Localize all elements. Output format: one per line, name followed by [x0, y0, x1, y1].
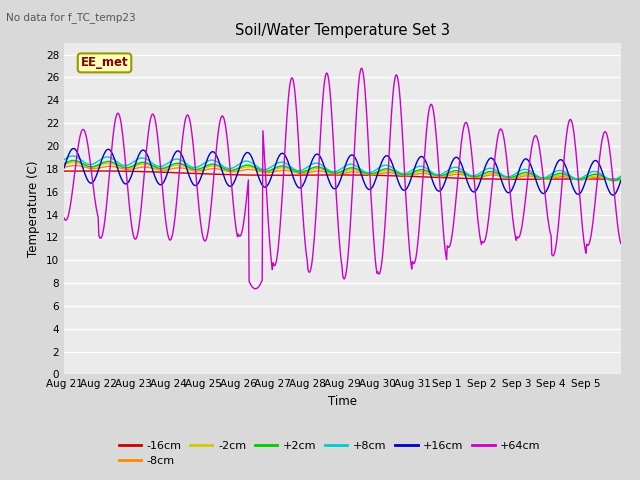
Title: Soil/Water Temperature Set 3: Soil/Water Temperature Set 3 [235, 23, 450, 38]
Text: No data for f_TC_temp23: No data for f_TC_temp23 [6, 12, 136, 23]
X-axis label: Time: Time [328, 395, 357, 408]
Y-axis label: Temperature (C): Temperature (C) [28, 160, 40, 257]
Text: EE_met: EE_met [81, 56, 129, 70]
Legend: -16cm, -8cm, -2cm, +2cm, +8cm, +16cm, +64cm: -16cm, -8cm, -2cm, +2cm, +8cm, +16cm, +6… [114, 436, 545, 471]
